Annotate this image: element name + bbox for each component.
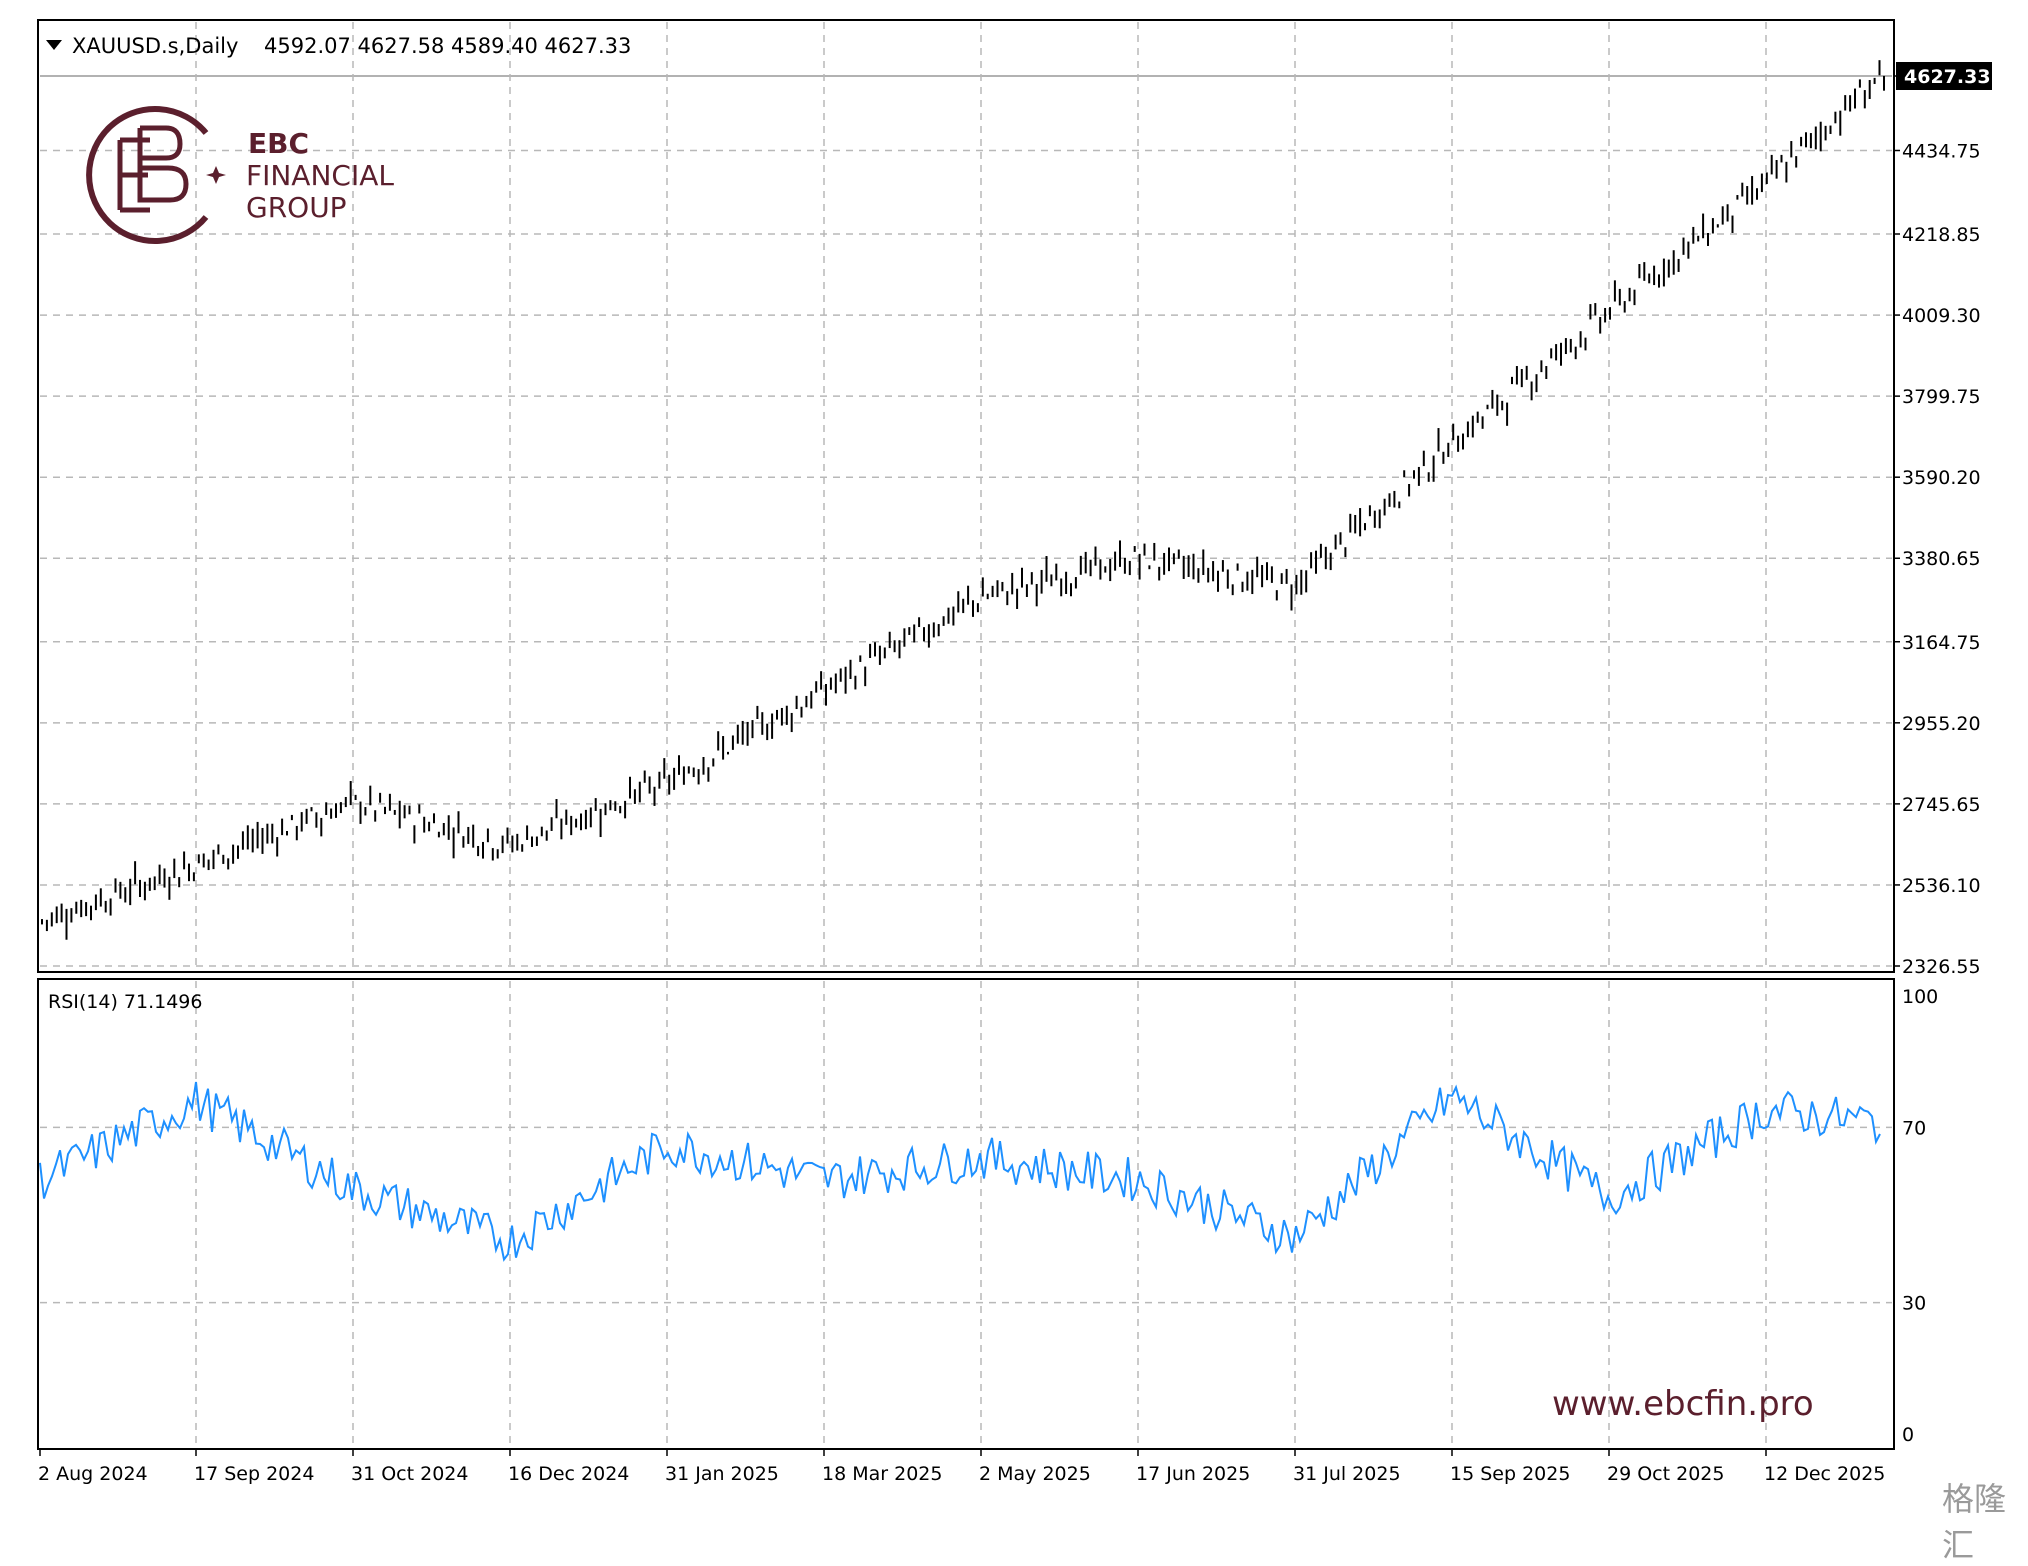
- time-axis-label: 31 Jul 2025: [1293, 1463, 1401, 1485]
- price-axis-tick: 3380.65: [1902, 548, 1981, 570]
- dropdown-triangle-icon[interactable]: [46, 40, 62, 50]
- price-axis-tick: 2326.55: [1902, 956, 1981, 978]
- axis-labels: 4434.75 4218.85 4009.30 3799.75 3590.20 3380.…: [38, 75, 1981, 1485]
- time-axis-label: 2 Aug 2024: [38, 1463, 148, 1485]
- website-url[interactable]: www.ebcfin.pro: [1552, 1384, 1814, 1424]
- logo-text-group: GROUP: [246, 191, 347, 224]
- rsi-axis-tick: 30: [1902, 1293, 1926, 1315]
- price-axis-tick: 2536.10: [1902, 875, 1981, 897]
- time-axis-label: 18 Mar 2025: [822, 1463, 942, 1485]
- current-price-box: [1896, 62, 1992, 90]
- price-axis-tick: 3164.75: [1902, 632, 1981, 654]
- ohlc-values: 4592.07 4627.58 4589.40 4627.33: [264, 34, 631, 58]
- ebc-logo: EBC FINANCIAL GROUP: [86, 106, 394, 244]
- price-axis-tick: 2745.65: [1902, 794, 1981, 816]
- price-bars: [41, 60, 1885, 940]
- price-pane-frame: [37, 19, 1895, 973]
- price-axis-tick: 2955.20: [1902, 713, 1981, 735]
- logo-ring-icon: [86, 106, 209, 244]
- current-price-label: 4627.33: [1904, 66, 1991, 88]
- time-axis-label: 17 Jun 2025: [1136, 1463, 1250, 1485]
- logo-text-financial: FINANCIAL: [246, 159, 394, 192]
- rsi-axis-tick: 0: [1902, 1424, 1914, 1446]
- price-axis-tick: 4218.85: [1902, 224, 1981, 246]
- rsi-header: RSI(14) 71.1496: [48, 991, 202, 1013]
- time-axis-label: 15 Sep 2025: [1450, 1463, 1570, 1485]
- logo-text-ebc: EBC: [248, 127, 309, 160]
- time-axis-label: 29 Oct 2025: [1607, 1463, 1724, 1485]
- rsi-axis-tick: 70: [1902, 1117, 1926, 1139]
- logo-star-icon: [206, 166, 226, 184]
- price-axis-tick: 3799.75: [1902, 386, 1981, 408]
- time-axis-label: 31 Oct 2024: [351, 1463, 468, 1485]
- logo-monogram-icon: [117, 125, 189, 213]
- price-axis-tick: 4434.75: [1902, 140, 1981, 162]
- chart-canvas[interactable]: 4434.75 4218.85 4009.30 3799.75 3590.20 3380.…: [0, 0, 2028, 1514]
- time-axis-label: 17 Sep 2024: [194, 1463, 314, 1485]
- symbol-label: XAUUSD.s,Daily: [72, 34, 238, 58]
- time-axis-label: 2 May 2025: [979, 1463, 1091, 1485]
- watermark-text: 格隆汇: [1942, 1480, 2007, 1564]
- rsi-line: [39, 1081, 1881, 1262]
- time-axis-label: 12 Dec 2025: [1764, 1463, 1885, 1485]
- time-axis-label: 31 Jan 2025: [665, 1463, 779, 1485]
- rsi-axis-tick: 100: [1902, 986, 1938, 1008]
- rsi-series-line: [39, 1081, 1881, 1262]
- price-axis-tick: 3590.20: [1902, 467, 1981, 489]
- time-axis-label: 16 Dec 2024: [508, 1463, 629, 1485]
- grid-lines: [40, 22, 1892, 1447]
- price-axis-tick: 4009.30: [1902, 305, 1981, 327]
- rsi-pane-frame: [37, 978, 1895, 1450]
